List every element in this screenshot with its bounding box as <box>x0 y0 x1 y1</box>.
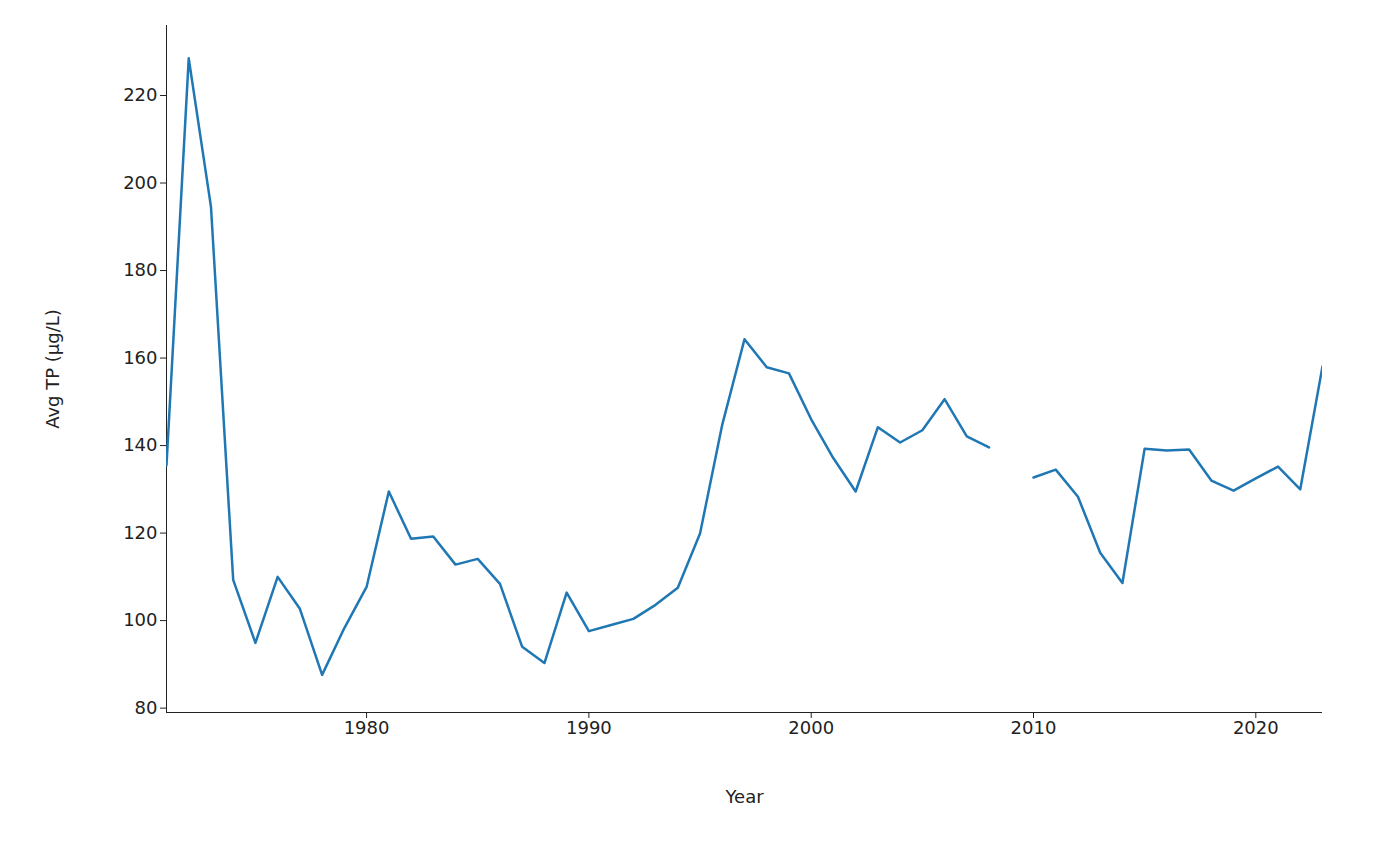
svg-text:2020: 2020 <box>1233 717 1279 738</box>
svg-text:160: 160 <box>123 347 157 368</box>
svg-text:100: 100 <box>123 609 157 630</box>
svg-text:2010: 2010 <box>1011 717 1057 738</box>
svg-text:Avg TP (µg/L): Avg TP (µg/L) <box>42 309 63 429</box>
svg-text:140: 140 <box>123 434 157 455</box>
svg-text:2000: 2000 <box>788 717 834 738</box>
svg-text:1990: 1990 <box>566 717 612 738</box>
svg-text:120: 120 <box>123 522 157 543</box>
svg-text:180: 180 <box>123 259 157 280</box>
svg-text:80: 80 <box>135 697 158 718</box>
svg-text:200: 200 <box>123 172 157 193</box>
svg-text:Year: Year <box>724 786 764 807</box>
svg-text:1980: 1980 <box>344 717 390 738</box>
svg-text:220: 220 <box>123 84 157 105</box>
